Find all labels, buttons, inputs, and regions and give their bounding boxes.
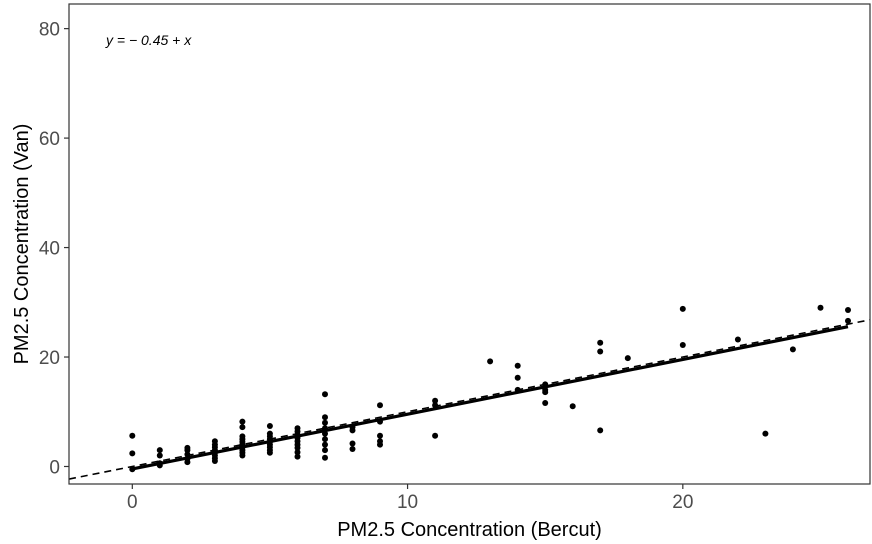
data-point	[845, 317, 851, 324]
data-point	[239, 452, 246, 459]
data-point	[322, 414, 328, 421]
data-point	[322, 447, 328, 454]
data-point	[184, 459, 191, 466]
data-point	[679, 342, 686, 348]
data-point	[542, 400, 549, 406]
data-point	[377, 402, 383, 409]
data-point	[266, 449, 273, 456]
y-axis: 0 20 40 60 80	[39, 20, 69, 478]
reference-line	[69, 319, 870, 480]
data-point	[239, 424, 246, 431]
data-point	[377, 441, 383, 448]
y-axis-title: PM2.5 Concentration (Van)	[11, 124, 33, 365]
data-point	[679, 305, 686, 312]
data-point	[514, 374, 521, 381]
x-tick-label: 20	[672, 492, 693, 513]
data-point	[817, 304, 824, 311]
data-point	[597, 427, 604, 434]
regression-equation-label: y = − 0.45 + x	[105, 32, 192, 48]
data-point	[239, 418, 246, 425]
x-tick-label: 0	[127, 492, 138, 513]
data-point	[266, 423, 273, 429]
data-point	[322, 454, 328, 461]
data-point	[597, 339, 604, 346]
data-point	[294, 444, 301, 451]
data-point	[845, 307, 851, 313]
data-point	[487, 358, 494, 365]
y-tick-label: 80	[39, 20, 60, 41]
fit-line	[131, 325, 849, 471]
y-tick-label: 0	[49, 457, 60, 478]
data-point	[156, 447, 163, 454]
data-point	[762, 430, 769, 437]
data-point	[129, 450, 136, 457]
data-point	[377, 432, 383, 439]
data-point	[322, 419, 328, 426]
data-point	[349, 446, 356, 452]
data-point	[514, 362, 521, 369]
data-point	[184, 447, 191, 454]
data-point	[322, 436, 328, 443]
data-point	[294, 453, 301, 460]
data-point	[322, 441, 328, 448]
data-point	[156, 452, 163, 459]
x-axis-title: PM2.5 Concentration (Bercut)	[337, 519, 602, 541]
data-point	[294, 449, 301, 456]
data-point	[349, 427, 356, 434]
data-point	[211, 458, 218, 464]
data-point	[322, 391, 328, 398]
data-point	[432, 397, 439, 404]
y-tick-label: 60	[39, 129, 60, 150]
data-point	[624, 355, 631, 362]
data-point	[129, 432, 136, 439]
data-point	[734, 336, 741, 343]
panel-border	[68, 3, 871, 485]
data-point	[432, 432, 439, 439]
data-point	[789, 346, 796, 353]
y-tick-label: 20	[39, 348, 60, 369]
x-tick-label: 10	[397, 492, 418, 513]
x-axis: 0 10 20	[127, 484, 693, 513]
data-point	[349, 440, 356, 447]
data-point	[542, 389, 549, 396]
y-tick-label: 40	[39, 239, 60, 260]
data-point	[569, 403, 576, 410]
data-point	[597, 348, 604, 355]
plot-area	[69, 304, 870, 480]
